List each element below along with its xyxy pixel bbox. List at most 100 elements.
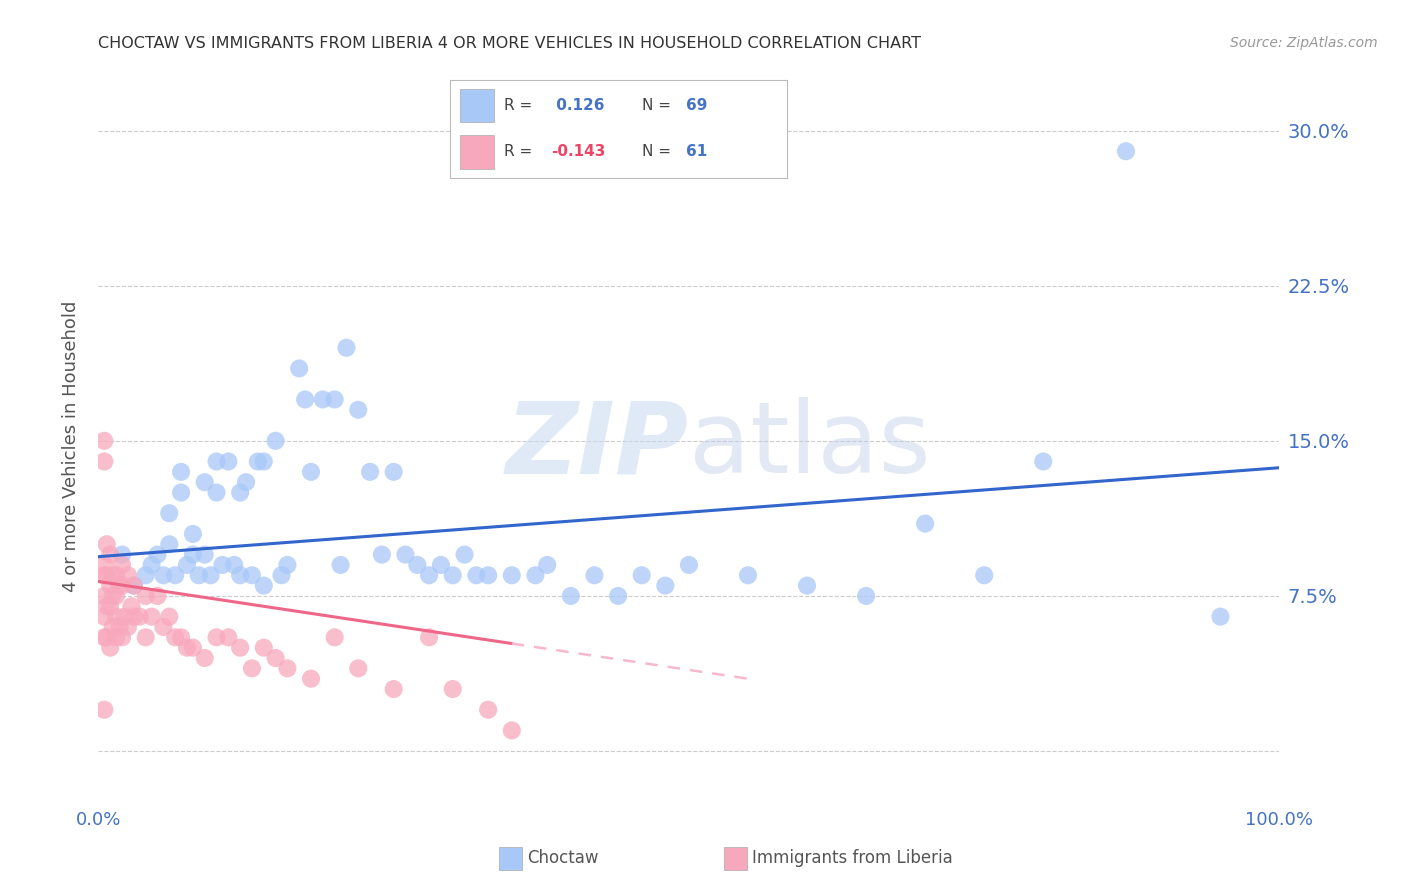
- Point: [270, 568, 292, 582]
- Point: [135, 568, 157, 582]
- Text: R =: R =: [503, 145, 537, 160]
- Point: [96, 568, 118, 582]
- Point: [229, 485, 252, 500]
- Point: [111, 579, 134, 593]
- Point: [96, 599, 118, 614]
- Point: [98, 548, 121, 562]
- Point: [678, 558, 700, 572]
- Text: CHOCTAW VS IMMIGRANTS FROM LIBERIA 4 OR MORE VEHICLES IN HOUSEHOLD CORRELATION C: CHOCTAW VS IMMIGRANTS FROM LIBERIA 4 OR …: [98, 36, 921, 51]
- Point: [165, 568, 187, 582]
- Point: [630, 568, 652, 582]
- Point: [264, 651, 287, 665]
- Point: [1032, 454, 1054, 468]
- Point: [246, 454, 269, 468]
- Point: [121, 599, 143, 614]
- Point: [607, 589, 630, 603]
- Point: [105, 630, 128, 644]
- Point: [181, 527, 204, 541]
- Point: [1115, 145, 1137, 159]
- Point: [194, 651, 217, 665]
- Point: [973, 568, 995, 582]
- Point: [583, 568, 606, 582]
- Point: [93, 454, 115, 468]
- Point: [394, 548, 416, 562]
- Point: [253, 454, 276, 468]
- Text: 69: 69: [686, 98, 707, 113]
- Point: [105, 589, 128, 603]
- Text: N =: N =: [643, 98, 676, 113]
- Point: [1209, 609, 1232, 624]
- Point: [108, 620, 131, 634]
- Point: [329, 558, 352, 572]
- Point: [560, 589, 582, 603]
- Point: [211, 558, 233, 572]
- Point: [382, 465, 405, 479]
- Point: [205, 454, 228, 468]
- Point: [194, 548, 217, 562]
- Point: [441, 568, 464, 582]
- Point: [477, 703, 499, 717]
- Point: [855, 589, 877, 603]
- Point: [111, 630, 134, 644]
- Point: [93, 703, 115, 717]
- Point: [240, 568, 263, 582]
- Point: [276, 558, 298, 572]
- Point: [101, 589, 124, 603]
- Point: [288, 361, 311, 376]
- Point: [359, 465, 381, 479]
- Point: [117, 620, 139, 634]
- Point: [194, 475, 217, 490]
- Point: [170, 485, 193, 500]
- Point: [157, 537, 180, 551]
- Point: [146, 589, 169, 603]
- Point: [93, 609, 115, 624]
- Text: Choctaw: Choctaw: [527, 849, 599, 867]
- Text: Source: ZipAtlas.com: Source: ZipAtlas.com: [1230, 36, 1378, 50]
- Point: [152, 620, 174, 634]
- Point: [105, 609, 128, 624]
- Point: [914, 516, 936, 531]
- Point: [146, 548, 169, 562]
- Point: [299, 465, 322, 479]
- Point: [264, 434, 287, 448]
- Point: [170, 630, 193, 644]
- Point: [152, 568, 174, 582]
- Point: [240, 661, 263, 675]
- Point: [224, 558, 246, 572]
- Point: [98, 579, 121, 593]
- Point: [737, 568, 759, 582]
- Point: [176, 640, 198, 655]
- Point: [253, 579, 276, 593]
- Point: [299, 672, 322, 686]
- Point: [93, 589, 115, 603]
- Point: [796, 579, 818, 593]
- Point: [418, 568, 440, 582]
- Point: [347, 661, 370, 675]
- FancyBboxPatch shape: [460, 89, 494, 122]
- Point: [181, 640, 204, 655]
- Point: [501, 723, 523, 738]
- Point: [430, 558, 453, 572]
- Point: [217, 454, 239, 468]
- Point: [335, 341, 357, 355]
- Point: [165, 630, 187, 644]
- Point: [93, 558, 115, 572]
- Point: [122, 579, 145, 593]
- Point: [536, 558, 558, 572]
- Point: [105, 568, 128, 582]
- Point: [441, 681, 464, 696]
- Point: [111, 558, 134, 572]
- Point: [128, 609, 150, 624]
- Point: [382, 681, 405, 696]
- Point: [93, 434, 115, 448]
- Point: [122, 579, 145, 593]
- Point: [141, 558, 163, 572]
- Point: [294, 392, 316, 407]
- Point: [347, 402, 370, 417]
- Point: [122, 609, 145, 624]
- Text: ZIP: ZIP: [506, 398, 689, 494]
- Point: [96, 537, 118, 551]
- Point: [93, 568, 115, 582]
- Point: [323, 630, 346, 644]
- Point: [229, 568, 252, 582]
